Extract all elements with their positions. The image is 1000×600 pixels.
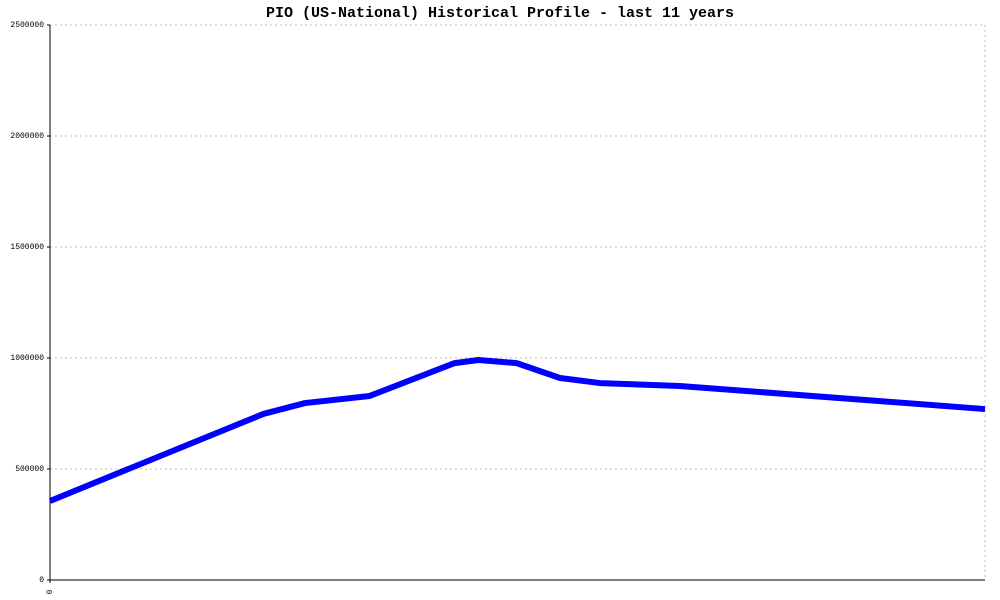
- data-line: [48, 356, 986, 504]
- y-tick-label: 2000000: [10, 132, 44, 141]
- y-tick-label: 2500000: [10, 21, 44, 30]
- x-tick-label: 0: [46, 589, 55, 594]
- chart-title: PIO (US-National) Historical Profile - l…: [266, 5, 734, 22]
- y-tick-label: 500000: [15, 465, 44, 474]
- y-tick-label: 0: [39, 576, 44, 585]
- y-tick-label: 1500000: [10, 243, 44, 252]
- y-tick-label: 1000000: [10, 354, 44, 363]
